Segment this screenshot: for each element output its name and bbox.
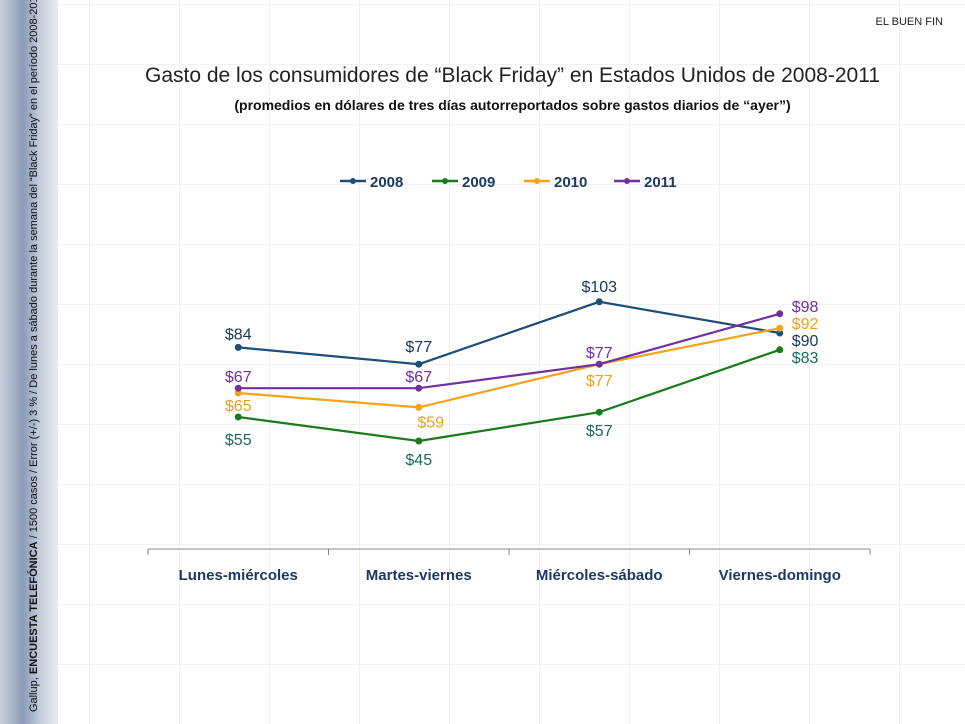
- x-tick-label: Martes-viernes: [366, 567, 472, 584]
- x-tick-label: Miércoles-sábado: [536, 567, 663, 584]
- data-point-2010: [415, 403, 423, 411]
- data-label-2008: $103: [581, 279, 617, 296]
- data-label-2010: $92: [792, 316, 819, 333]
- data-label-2011: $67: [405, 369, 432, 386]
- data-point-2009: [595, 408, 603, 416]
- data-point-2008: [595, 298, 603, 306]
- data-point-2008: [776, 329, 784, 337]
- data-label-2009: $57: [586, 423, 613, 440]
- data-point-2011: [776, 310, 784, 318]
- legend-label: 2010: [554, 174, 587, 191]
- series-line-2008: [238, 300, 780, 366]
- data-label-2010: $77: [586, 373, 613, 390]
- chart-subtitle: (promedios en dólares de tres días autor…: [234, 97, 791, 113]
- data-point-2009: [776, 346, 784, 354]
- data-label-2011: $77: [586, 345, 613, 362]
- data-label-2008: $90: [792, 333, 819, 350]
- corner-label: EL BUEN FIN: [875, 16, 943, 28]
- data-point-2008: [234, 343, 242, 351]
- series-line-2011: [238, 312, 781, 390]
- legend-marker: [624, 178, 630, 184]
- data-point-2010: [234, 389, 242, 397]
- legend-label: 2009: [462, 174, 495, 191]
- data-point-2008: [415, 360, 423, 368]
- legend-marker: [350, 178, 356, 184]
- data-label-2009: $83: [792, 350, 819, 367]
- data-point-2011: [595, 360, 603, 368]
- legend-label: 2008: [370, 174, 403, 191]
- data-label-2008: $84: [225, 326, 252, 343]
- data-label-2008: $77: [405, 339, 432, 356]
- decorative-strip: [0, 0, 58, 724]
- data-point-2011: [234, 384, 242, 392]
- data-point-2010: [776, 324, 784, 332]
- data-point-2009: [234, 413, 242, 421]
- data-point-2009: [415, 437, 423, 445]
- series-line-2009: [238, 348, 781, 443]
- legend-marker: [534, 178, 540, 184]
- data-label-2011: $98: [792, 299, 819, 316]
- legend-label: 2011: [644, 174, 677, 191]
- data-label-2010: $59: [417, 414, 444, 431]
- data-label-2009: $45: [405, 452, 432, 469]
- data-label-2011: $67: [225, 369, 252, 386]
- x-tick-label: Viernes-domingo: [719, 567, 841, 584]
- legend-marker: [442, 178, 448, 184]
- x-tick-label: Lunes-miércoles: [179, 567, 298, 584]
- data-label-2010: $65: [225, 398, 252, 415]
- chart-title: Gasto de los consumidores de “Black Frid…: [144, 64, 880, 87]
- series-line-2010: [238, 327, 780, 409]
- data-point-2011: [415, 384, 423, 392]
- data-label-2009: $55: [225, 432, 252, 449]
